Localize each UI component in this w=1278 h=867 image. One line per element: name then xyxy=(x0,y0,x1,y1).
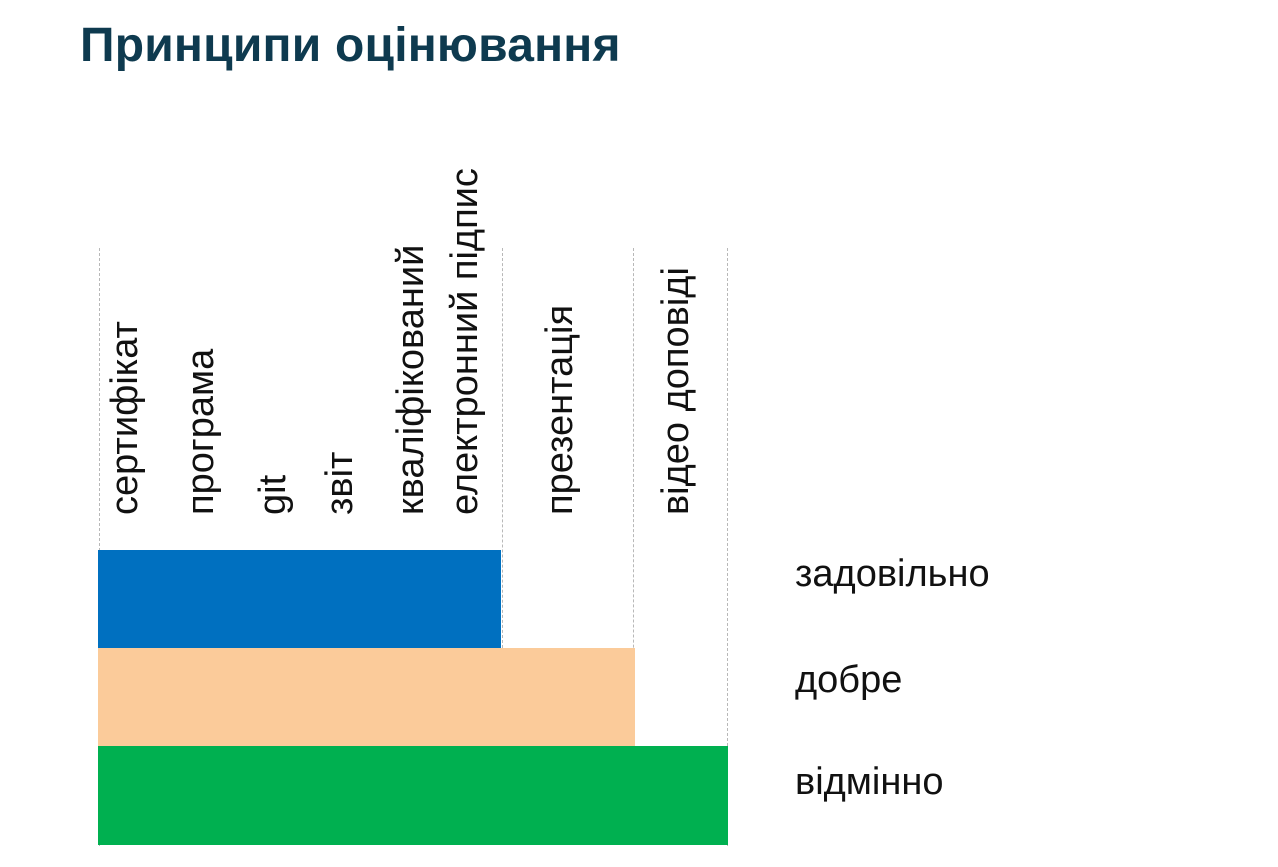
item-report-label: звіт xyxy=(319,451,361,515)
divider-line-good xyxy=(633,248,634,748)
level-good: добре xyxy=(795,659,903,701)
item-presentation-label: презентація xyxy=(539,304,581,515)
bar-excellent xyxy=(98,746,728,845)
page-title: Принципи оцінювання xyxy=(80,19,621,72)
item-git-label: git xyxy=(252,474,294,515)
bar-good xyxy=(98,648,635,746)
item-video-label: відео доповіді xyxy=(655,267,697,515)
item-signature-line2-label: електронний підпис xyxy=(444,168,486,515)
item-certificate-label: сертифікат xyxy=(104,321,146,515)
bar-satisfactory xyxy=(98,550,501,648)
divider-line-excellent xyxy=(727,248,728,846)
level-satisfactory: задовільно xyxy=(795,553,990,595)
divider-line-satisfactory xyxy=(502,248,503,648)
item-program-label: програма xyxy=(180,348,222,515)
item-signature-line1-label: кваліфікований xyxy=(390,244,432,515)
level-excellent: відмінно xyxy=(795,761,944,803)
divider-line-start xyxy=(99,248,100,846)
